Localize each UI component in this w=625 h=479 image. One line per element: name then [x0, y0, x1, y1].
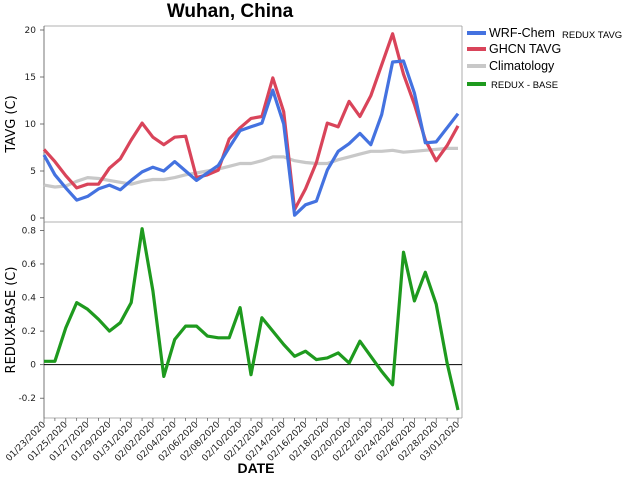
bottom-panel-y-ticks: -0.2 0 0.2 0.4 0.6 0.8	[18, 226, 44, 404]
top-y-tick-label: 10	[25, 120, 37, 130]
top-y-tick-label: 20	[25, 26, 37, 36]
legend-label-wrf-chem-suffix: REDUX TAVG	[562, 30, 622, 41]
bottom-y-tick-label: 0.4	[22, 294, 37, 304]
top-y-tick-label: 15	[25, 73, 36, 83]
top-panel-y-axis-label: TAVG (C)	[4, 95, 19, 153]
legend-label-climatology: Climatology	[489, 59, 555, 73]
top-panel: TAVG (C) 0 5 10 15 20	[4, 26, 462, 224]
legend-label-wrf-chem: WRF-Chem	[489, 26, 555, 40]
chart-title: Wuhan, China	[167, 1, 294, 22]
bottom-y-tick-label: 0	[30, 361, 36, 371]
bottom-panel-series	[44, 229, 458, 410]
legend-label-ghcn: GHCN TAVG	[489, 42, 561, 56]
series-line-wrf-chem	[44, 61, 458, 215]
x-axis-label: DATE	[237, 460, 274, 476]
top-panel-y-ticks: 0 5 10 15 20	[25, 26, 44, 224]
top-y-tick-label: 0	[30, 214, 36, 224]
bottom-y-tick-label: 0.2	[22, 327, 36, 337]
top-y-tick-label: 5	[30, 167, 36, 177]
bottom-panel: REDUX-BASE (C) -0.2 0 0.2 0.4 0.6 0.8 01/23/2…	[4, 222, 462, 476]
series-line-redux-base	[44, 229, 458, 410]
bottom-y-tick-label: 0.8	[22, 226, 37, 236]
bottom-panel-y-axis-label: REDUX-BASE (C)	[4, 267, 19, 374]
top-panel-series	[44, 34, 458, 215]
bottom-y-tick-label: 0.6	[22, 260, 37, 270]
legend-label-redux-base: REDUX - BASE	[491, 80, 558, 91]
legend: WRF-Chem REDUX TAVG GHCN TAVG Climatolog…	[467, 26, 622, 91]
bottom-y-tick-label: -0.2	[18, 394, 36, 404]
series-line-climatology	[44, 148, 458, 187]
x-axis-ticks: 01/23/202001/25/202001/27/202001/29/2020…	[4, 418, 462, 464]
